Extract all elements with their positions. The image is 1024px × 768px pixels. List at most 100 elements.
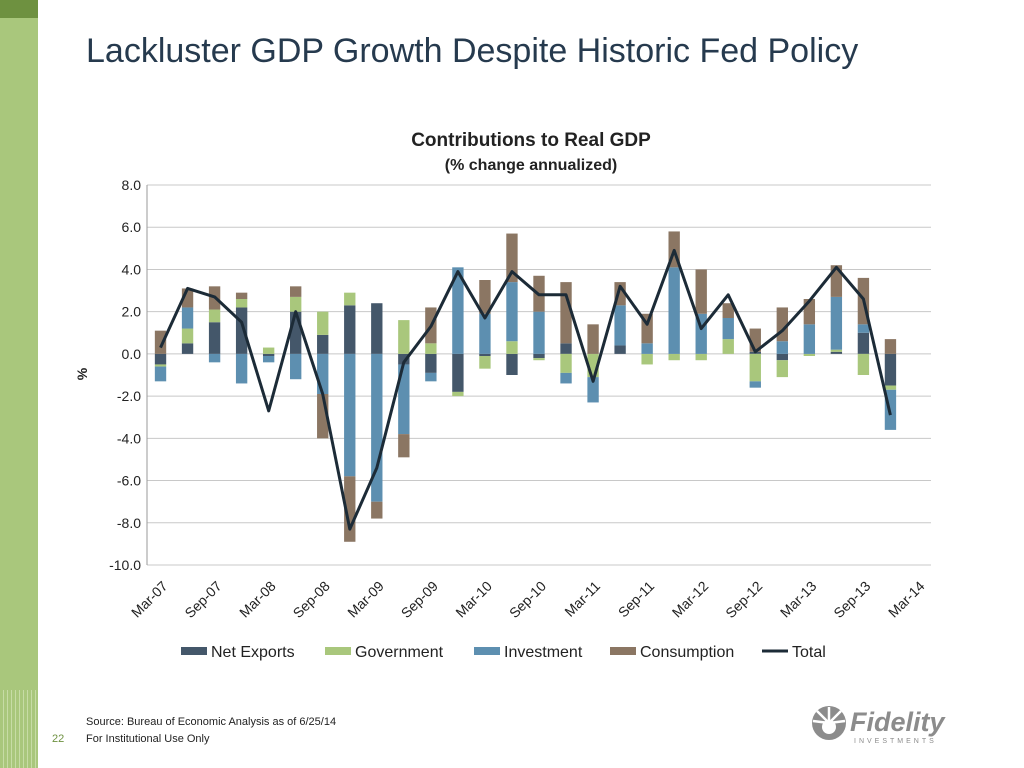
- bar-consumption: [776, 307, 788, 342]
- chart-legend: Net Exports Government Investment Consumpti…: [181, 644, 826, 661]
- x-tick-label: Sep-08: [290, 578, 333, 621]
- bar-investment: [371, 353, 383, 502]
- legend-label: Consumption: [640, 644, 734, 661]
- x-tick-label: Sep-12: [722, 578, 765, 621]
- bar-investment: [506, 282, 518, 342]
- bar-investment: [425, 372, 437, 382]
- bar-government: [317, 311, 329, 335]
- bar-government: [479, 356, 491, 369]
- bar-government: [695, 353, 707, 361]
- bar-government: [749, 353, 761, 382]
- grid-layer: [146, 184, 931, 566]
- bar-government: [722, 339, 734, 354]
- bar-investment: [479, 313, 491, 354]
- bar-consumption: [371, 501, 383, 519]
- bar-consumption: [154, 330, 167, 354]
- side-band-top: [0, 0, 38, 18]
- bar-investment: [317, 353, 329, 394]
- bar-government: [154, 364, 167, 367]
- bar-investment: [668, 267, 680, 354]
- x-tick-label: Mar-07: [128, 578, 171, 621]
- y-tick-label: 8.0: [122, 177, 142, 193]
- bar-government: [506, 341, 518, 354]
- x-tick-label: Mar-11: [561, 578, 603, 620]
- bar-investment: [830, 296, 843, 350]
- gdp-contributions-chart: Contributions to Real GDP (% change annu…: [74, 130, 931, 661]
- bar-government: [208, 309, 221, 323]
- x-tick-label: Sep-11: [615, 578, 658, 621]
- bar-net-exports: [884, 353, 897, 386]
- bar-investment: [560, 372, 572, 384]
- bar-net-exports: [290, 311, 302, 354]
- bar-government: [533, 358, 545, 361]
- bar-consumption: [398, 434, 410, 458]
- bar-investment: [587, 377, 599, 403]
- bar-investment: [452, 267, 464, 354]
- bar-government: [398, 320, 410, 354]
- bar-consumption: [235, 292, 248, 299]
- line-layer: [159, 248, 892, 531]
- footer-note: For Institutional Use Only: [86, 733, 210, 745]
- fidelity-logo: Fidelity INVESTMENTS: [812, 706, 946, 745]
- bar-government: [803, 353, 816, 356]
- bar-consumption: [722, 303, 734, 318]
- bar-consumption: [317, 394, 329, 439]
- y-axis-label: %: [74, 367, 90, 380]
- bar-net-exports: [344, 305, 356, 354]
- bar-government: [587, 353, 599, 378]
- x-tick-label: Sep-10: [506, 578, 549, 621]
- bar-investment: [776, 341, 788, 354]
- y-tick-label: 4.0: [122, 261, 142, 277]
- bar-net-exports: [235, 307, 248, 354]
- chart-subtitle: (% change annualized): [445, 157, 617, 174]
- legend-swatch-net-exports: [181, 647, 207, 655]
- bar-investment: [290, 353, 302, 380]
- bar-investment: [722, 318, 734, 340]
- side-band-stripes: [0, 690, 38, 768]
- bar-government: [560, 353, 572, 373]
- bar-investment: [398, 364, 410, 435]
- bar-investment: [695, 313, 707, 354]
- bar-consumption: [181, 288, 194, 308]
- logo-wordmark: Fidelity: [850, 707, 946, 737]
- bar-government: [262, 347, 275, 354]
- legend-label: Government: [355, 644, 444, 661]
- x-tick-label: Mar-12: [669, 578, 712, 621]
- bar-consumption: [830, 265, 843, 297]
- bar-government: [884, 385, 897, 390]
- x-tick-label: Mar-08: [236, 578, 279, 621]
- y-tick-label: -8.0: [117, 515, 141, 531]
- bar-net-exports: [533, 353, 545, 359]
- source-note: Source: Bureau of Economic Analysis as o…: [86, 716, 337, 728]
- bar-consumption: [695, 269, 707, 314]
- legend-swatch-government: [325, 647, 351, 655]
- legend-label: Net Exports: [211, 644, 295, 661]
- bar-investment: [614, 305, 626, 346]
- bar-net-exports: [425, 353, 437, 373]
- bar-net-exports: [479, 353, 491, 356]
- bar-consumption: [560, 282, 572, 344]
- bar-net-exports: [371, 303, 383, 354]
- chart-title: Contributions to Real GDP: [411, 130, 651, 151]
- logo-subline: INVESTMENTS: [854, 738, 937, 745]
- y-tick-label: 2.0: [122, 304, 142, 320]
- bar-consumption: [803, 299, 816, 325]
- bar-consumption: [587, 324, 599, 354]
- x-tick-label: Mar-09: [344, 578, 387, 621]
- bar-net-exports: [452, 353, 464, 392]
- bar-net-exports: [398, 353, 410, 365]
- legend-swatch-investment: [474, 647, 500, 655]
- bar-net-exports: [614, 345, 626, 354]
- bar-net-exports: [776, 353, 788, 361]
- total-line: [159, 248, 892, 531]
- bar-investment: [181, 307, 194, 329]
- y-tick-label: -4.0: [117, 430, 141, 446]
- bar-investment: [235, 353, 248, 384]
- bar-net-exports: [154, 353, 167, 365]
- bar-investment: [803, 324, 816, 354]
- bar-investment: [154, 366, 167, 382]
- x-tick-label: Sep-13: [830, 578, 873, 621]
- bar-net-exports: [181, 343, 194, 354]
- legend-swatch-consumption: [610, 647, 636, 655]
- bar-government: [235, 299, 248, 308]
